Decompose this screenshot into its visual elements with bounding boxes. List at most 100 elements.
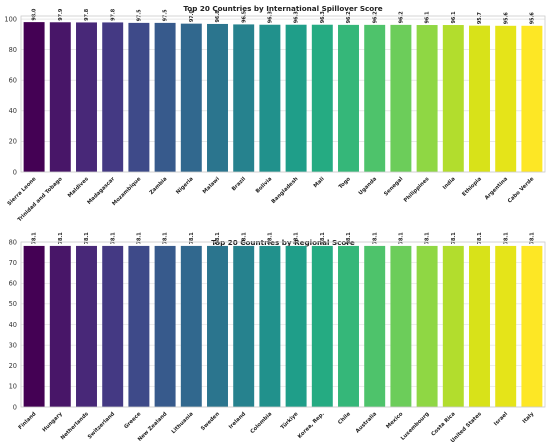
y-tick-label: 80 xyxy=(9,238,17,246)
bar-value-label: 78.1 xyxy=(163,232,169,245)
x-tick-label: Switzerland xyxy=(87,411,116,440)
x-tick-label: Ethiopia xyxy=(461,176,483,198)
bar xyxy=(128,245,150,407)
bar xyxy=(207,23,228,172)
x-tick-label: Trinidad and Tobago xyxy=(17,176,64,223)
bar xyxy=(390,24,412,172)
x-tick-label: Senegal xyxy=(383,176,404,197)
bar-value-label: 96.1 xyxy=(451,11,457,24)
x-tick-label: Mexico xyxy=(385,411,404,430)
bar-value-label: 96.3 xyxy=(294,11,300,24)
x-tick-label: Costa Rica xyxy=(430,411,457,438)
y-tick-label: 40 xyxy=(9,321,17,329)
bar xyxy=(469,245,490,407)
y-tick-label: 0 xyxy=(13,168,17,176)
x-tick-label: Philippines xyxy=(403,176,431,204)
plot-frame xyxy=(20,241,546,408)
bar-value-label: 96.1 xyxy=(425,11,431,24)
bar xyxy=(76,245,97,407)
bar xyxy=(364,24,386,172)
bar xyxy=(469,25,490,172)
bar-value-label: 95.6 xyxy=(503,12,509,25)
x-tick-label: Malawi xyxy=(202,176,221,195)
x-tick-label: India xyxy=(442,176,457,191)
x-tick-label: Australia xyxy=(355,411,379,435)
bar-value-label: 78.1 xyxy=(110,232,116,245)
bar xyxy=(180,245,202,407)
y-tick-label: 30 xyxy=(9,341,17,349)
bar xyxy=(285,24,307,172)
x-tick-label: Mozambique xyxy=(111,176,142,207)
x-tick-label: Greece xyxy=(123,411,142,430)
bar xyxy=(207,245,228,407)
bar-value-label: 97.9 xyxy=(58,8,64,21)
x-tick-label: Zambia xyxy=(149,176,169,196)
bar xyxy=(154,22,176,172)
bar-value-label: 78.1 xyxy=(503,232,509,245)
y-tick-label: 60 xyxy=(9,280,17,288)
bar-value-label: 95.7 xyxy=(477,11,483,24)
bar-value-label: 97.8 xyxy=(84,8,90,21)
bar-value-label: 96.2 xyxy=(399,11,405,23)
bar xyxy=(442,25,464,172)
bar-value-label: 78.1 xyxy=(137,232,143,245)
bar xyxy=(128,22,150,172)
bar-value-label: 78.1 xyxy=(399,232,405,245)
bar-value-label: 78.1 xyxy=(477,232,483,245)
bar xyxy=(285,245,307,407)
x-tick-label: Togo xyxy=(338,176,352,190)
bar xyxy=(23,245,45,407)
bar xyxy=(416,25,438,172)
bar xyxy=(338,24,359,172)
bar-value-label: 78.1 xyxy=(58,232,64,245)
y-tick-label: 20 xyxy=(9,362,17,370)
x-tick-label: Korea, Rep. xyxy=(297,411,326,440)
bar-value-label: 96.2 xyxy=(346,11,352,23)
bar xyxy=(259,245,281,407)
x-tick-label: Israel xyxy=(493,411,509,427)
bar xyxy=(390,245,412,407)
bar xyxy=(76,22,97,173)
y-tick-label: 20 xyxy=(9,138,17,146)
y-tick-label: 50 xyxy=(9,300,17,308)
x-tick-label: Italy xyxy=(522,411,536,425)
bar xyxy=(102,22,124,173)
bar xyxy=(180,23,202,172)
x-tick-label: Nigeria xyxy=(175,176,195,196)
bar-value-label: 97.5 xyxy=(137,9,143,22)
bar-value-label: 78.1 xyxy=(294,232,300,245)
x-tick-label: Ireland xyxy=(228,411,247,430)
x-tick-label: Brazil xyxy=(231,176,247,192)
plot-frame xyxy=(20,15,546,173)
bar-value-label: 96.3 xyxy=(320,11,326,24)
y-tick-label: 0 xyxy=(13,403,17,411)
bar-value-label: 78.1 xyxy=(32,232,38,245)
x-tick-label: Hungary xyxy=(42,411,65,434)
x-tick-label: Bangladesh xyxy=(271,176,300,205)
bar-value-label: 78.1 xyxy=(372,232,378,245)
y-tick-label: 70 xyxy=(9,259,17,267)
bar-value-label: 97.5 xyxy=(163,9,169,22)
x-tick-label: Sweden xyxy=(200,411,221,432)
bar xyxy=(521,245,543,407)
x-tick-label: Bolivia xyxy=(255,176,274,195)
bar xyxy=(49,245,71,407)
bar-value-label: 96.3 xyxy=(268,11,274,24)
bar-value-label: 96.2 xyxy=(372,11,378,23)
bar xyxy=(495,245,517,407)
bar-value-label: 78.1 xyxy=(425,232,431,245)
bar-value-label: 78.1 xyxy=(241,232,247,245)
bar-value-label: 78.1 xyxy=(320,232,326,245)
bar xyxy=(49,22,71,173)
bar xyxy=(233,245,255,407)
bar xyxy=(311,245,333,407)
x-tick-label: Mali xyxy=(313,176,326,189)
chart-title: Top 20 Countries by International Spillo… xyxy=(183,4,382,13)
bar xyxy=(233,24,255,173)
bar xyxy=(442,245,464,407)
chart-title: Top 20 Countries by Regional Score xyxy=(211,238,355,247)
bar-value-label: 96.5 xyxy=(241,10,247,23)
chart-regional-score: Top 20 Countries by Regional Score 0 10 20 3… xyxy=(9,232,546,444)
x-tick-label: Cabo Verde xyxy=(507,176,536,205)
